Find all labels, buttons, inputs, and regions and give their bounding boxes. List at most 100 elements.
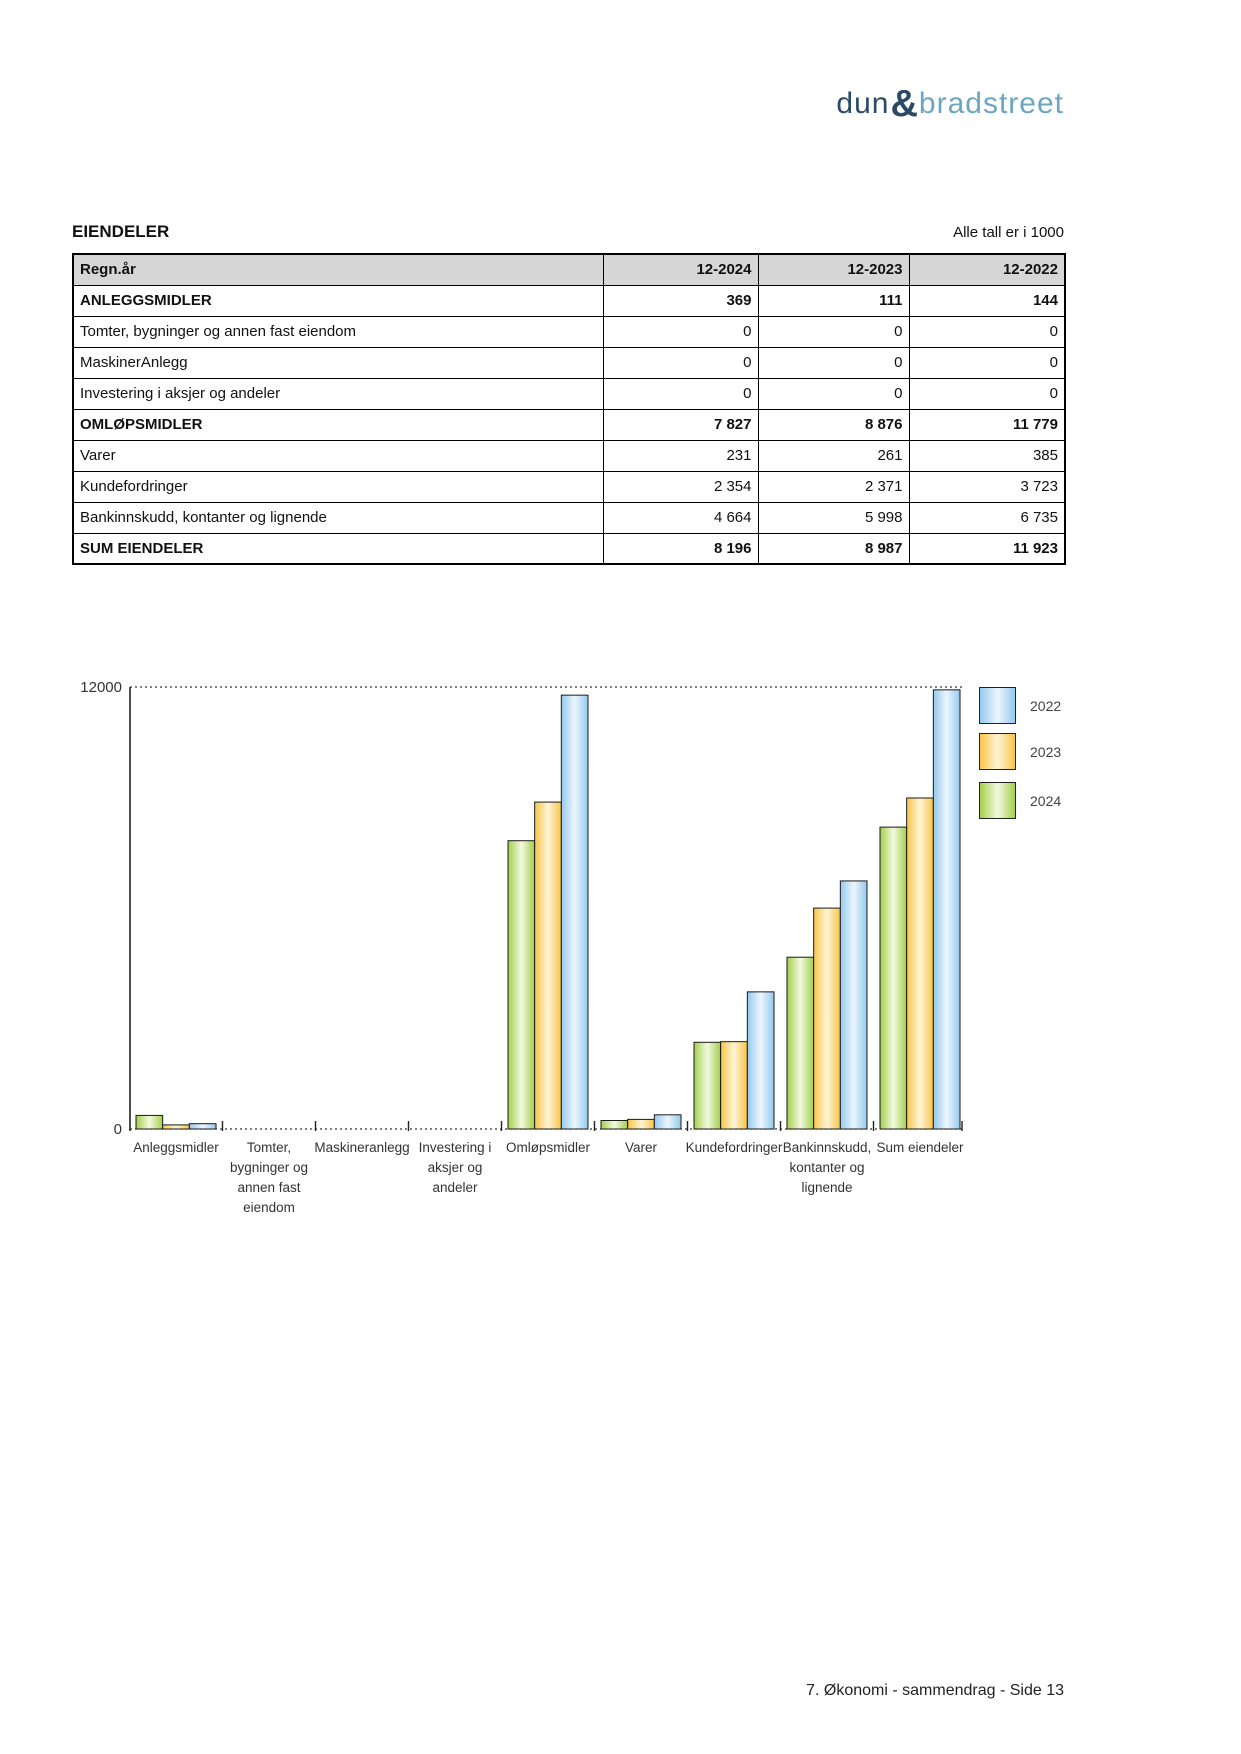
category-label: Omløpsmidler <box>506 1140 591 1155</box>
row-value: 0 <box>757 377 910 410</box>
row-value: 8 987 <box>757 532 910 565</box>
dnb-logo: dun&bradstreet <box>72 80 1064 125</box>
row-value: 2 371 <box>757 470 910 503</box>
row-value: 5 998 <box>757 501 910 534</box>
bar-2022 <box>932 689 961 1130</box>
table-row: Kundefordringer 2 354 2 371 3 723 <box>72 470 1066 503</box>
bar-2022 <box>839 880 868 1130</box>
row-value: 0 <box>602 377 759 410</box>
section-title-row: EIENDELER Alle tall er i 1000 <box>72 222 1064 242</box>
col-header-year: 12-2024 <box>602 253 759 286</box>
table-row: Varer 231 261 385 <box>72 439 1066 472</box>
row-value: 11 923 <box>908 532 1066 565</box>
bar-2024 <box>879 826 908 1130</box>
section-title: EIENDELER <box>72 222 170 241</box>
category-label: annen fast <box>237 1180 300 1195</box>
row-value: 0 <box>908 377 1066 410</box>
row-value: 111 <box>757 284 910 317</box>
bar-2022 <box>188 1123 217 1130</box>
row-value: 0 <box>908 346 1066 379</box>
legend-swatch-2023 <box>979 733 1016 770</box>
y-tick-label-zero: 0 <box>114 1121 122 1138</box>
bar-2022 <box>560 694 589 1130</box>
row-label: ANLEGGSMIDLER <box>72 284 604 317</box>
category-label: lignende <box>801 1180 852 1195</box>
bar-2023 <box>906 797 934 1130</box>
legend-swatch-2022 <box>979 687 1016 724</box>
row-value: 3 723 <box>908 470 1066 503</box>
row-label: Kundefordringer <box>72 470 604 503</box>
row-value: 0 <box>602 315 759 348</box>
bar-2023 <box>813 907 841 1130</box>
logo-ampersand-icon: & <box>890 83 918 125</box>
row-value: 144 <box>908 284 1066 317</box>
row-label: Varer <box>72 439 604 472</box>
assets-bar-chart: 12000 0 Anleggsmidler Tomter, bygninger og an… <box>0 600 1241 1260</box>
bar-2024 <box>600 1119 629 1130</box>
row-value: 8 876 <box>757 408 910 441</box>
category-label: Bankinnskudd, <box>783 1140 872 1155</box>
row-value: 261 <box>757 439 910 472</box>
table-row: MaskinerAnlegg 0 0 0 <box>72 346 1066 379</box>
category-label: andeler <box>432 1180 478 1195</box>
table-row: ANLEGGSMIDLER 369 111 144 <box>72 284 1066 317</box>
legend-item-2024: 2024 <box>979 782 1061 819</box>
category-label: Investering i <box>419 1140 492 1155</box>
row-value: 11 779 <box>908 408 1066 441</box>
category-label: Maskineranlegg <box>314 1140 409 1155</box>
row-label: Tomter, bygninger og annen fast eiendom <box>72 315 604 348</box>
legend-item-2022: 2022 <box>979 687 1061 724</box>
legend-swatch-2024 <box>979 782 1016 819</box>
assets-table-body: ANLEGGSMIDLER 369 111 144 Tomter, bygninger … <box>72 284 1066 565</box>
bar-chart-canvas: 12000 0 Anleggsmidler Tomter, bygninger og an… <box>80 679 964 1215</box>
category-label: aksjer og <box>428 1160 483 1175</box>
row-value: 7 827 <box>602 408 759 441</box>
row-label: SUM EIENDELER <box>72 532 604 565</box>
row-value: 4 664 <box>602 501 759 534</box>
bar-2023 <box>534 801 562 1130</box>
table-row: Tomter, bygninger og annen fast eiendom 0… <box>72 315 1066 348</box>
category-label: Varer <box>625 1140 658 1155</box>
bar-2024 <box>693 1041 722 1130</box>
row-value: 369 <box>602 284 759 317</box>
row-label: OMLØPSMIDLER <box>72 408 604 441</box>
table-row: SUM EIENDELER 8 196 8 987 11 923 <box>72 532 1066 565</box>
legend-item-2023: 2023 <box>979 733 1061 770</box>
assets-table: Regn.år 12-2024 12-2023 12-2022 ANLEGGSMIDL… <box>72 253 1066 565</box>
legend-label: 2022 <box>1030 697 1062 714</box>
bar-2023 <box>162 1124 190 1130</box>
bar-2024 <box>786 956 815 1130</box>
row-label: Bankinnskudd, kontanter og lignende <box>72 501 604 534</box>
logo-text-bradstreet: bradstreet <box>918 87 1064 120</box>
y-tick-label-max: 12000 <box>80 679 122 696</box>
bar-2024 <box>135 1114 164 1130</box>
row-label: MaskinerAnlegg <box>72 346 604 379</box>
col-header-label: Regn.år <box>72 253 604 286</box>
bar-2023 <box>627 1118 655 1130</box>
category-label: eiendom <box>243 1200 295 1215</box>
row-value: 385 <box>908 439 1066 472</box>
row-label: Investering i aksjer og andeler <box>72 377 604 410</box>
table-row: Bankinnskudd, kontanter og lignende 4 664… <box>72 501 1066 534</box>
row-value: 0 <box>757 346 910 379</box>
page-footer: 7. Økonomi - sammendrag - Side 13 <box>806 1682 1064 1699</box>
logo-text-dun: dun <box>836 87 890 120</box>
row-value: 0 <box>908 315 1066 348</box>
col-header-year: 12-2022 <box>908 253 1066 286</box>
units-note: Alle tall er i 1000 <box>953 224 1064 241</box>
category-label: Tomter, <box>247 1140 291 1155</box>
bar-2022 <box>746 991 775 1130</box>
category-label: bygninger og <box>230 1160 308 1175</box>
bar-2023 <box>720 1041 748 1130</box>
row-value: 231 <box>602 439 759 472</box>
legend-label: 2024 <box>1030 792 1062 809</box>
category-label: Kundefordringer <box>686 1140 783 1155</box>
row-value: 0 <box>602 346 759 379</box>
bar-2024 <box>507 840 536 1130</box>
table-row: OMLØPSMIDLER 7 827 8 876 11 779 <box>72 408 1066 441</box>
row-value: 8 196 <box>602 532 759 565</box>
row-value: 0 <box>757 315 910 348</box>
table-header-row: Regn.år 12-2024 12-2023 12-2022 <box>72 253 1066 286</box>
table-row: Investering i aksjer og andeler 0 0 0 <box>72 377 1066 410</box>
